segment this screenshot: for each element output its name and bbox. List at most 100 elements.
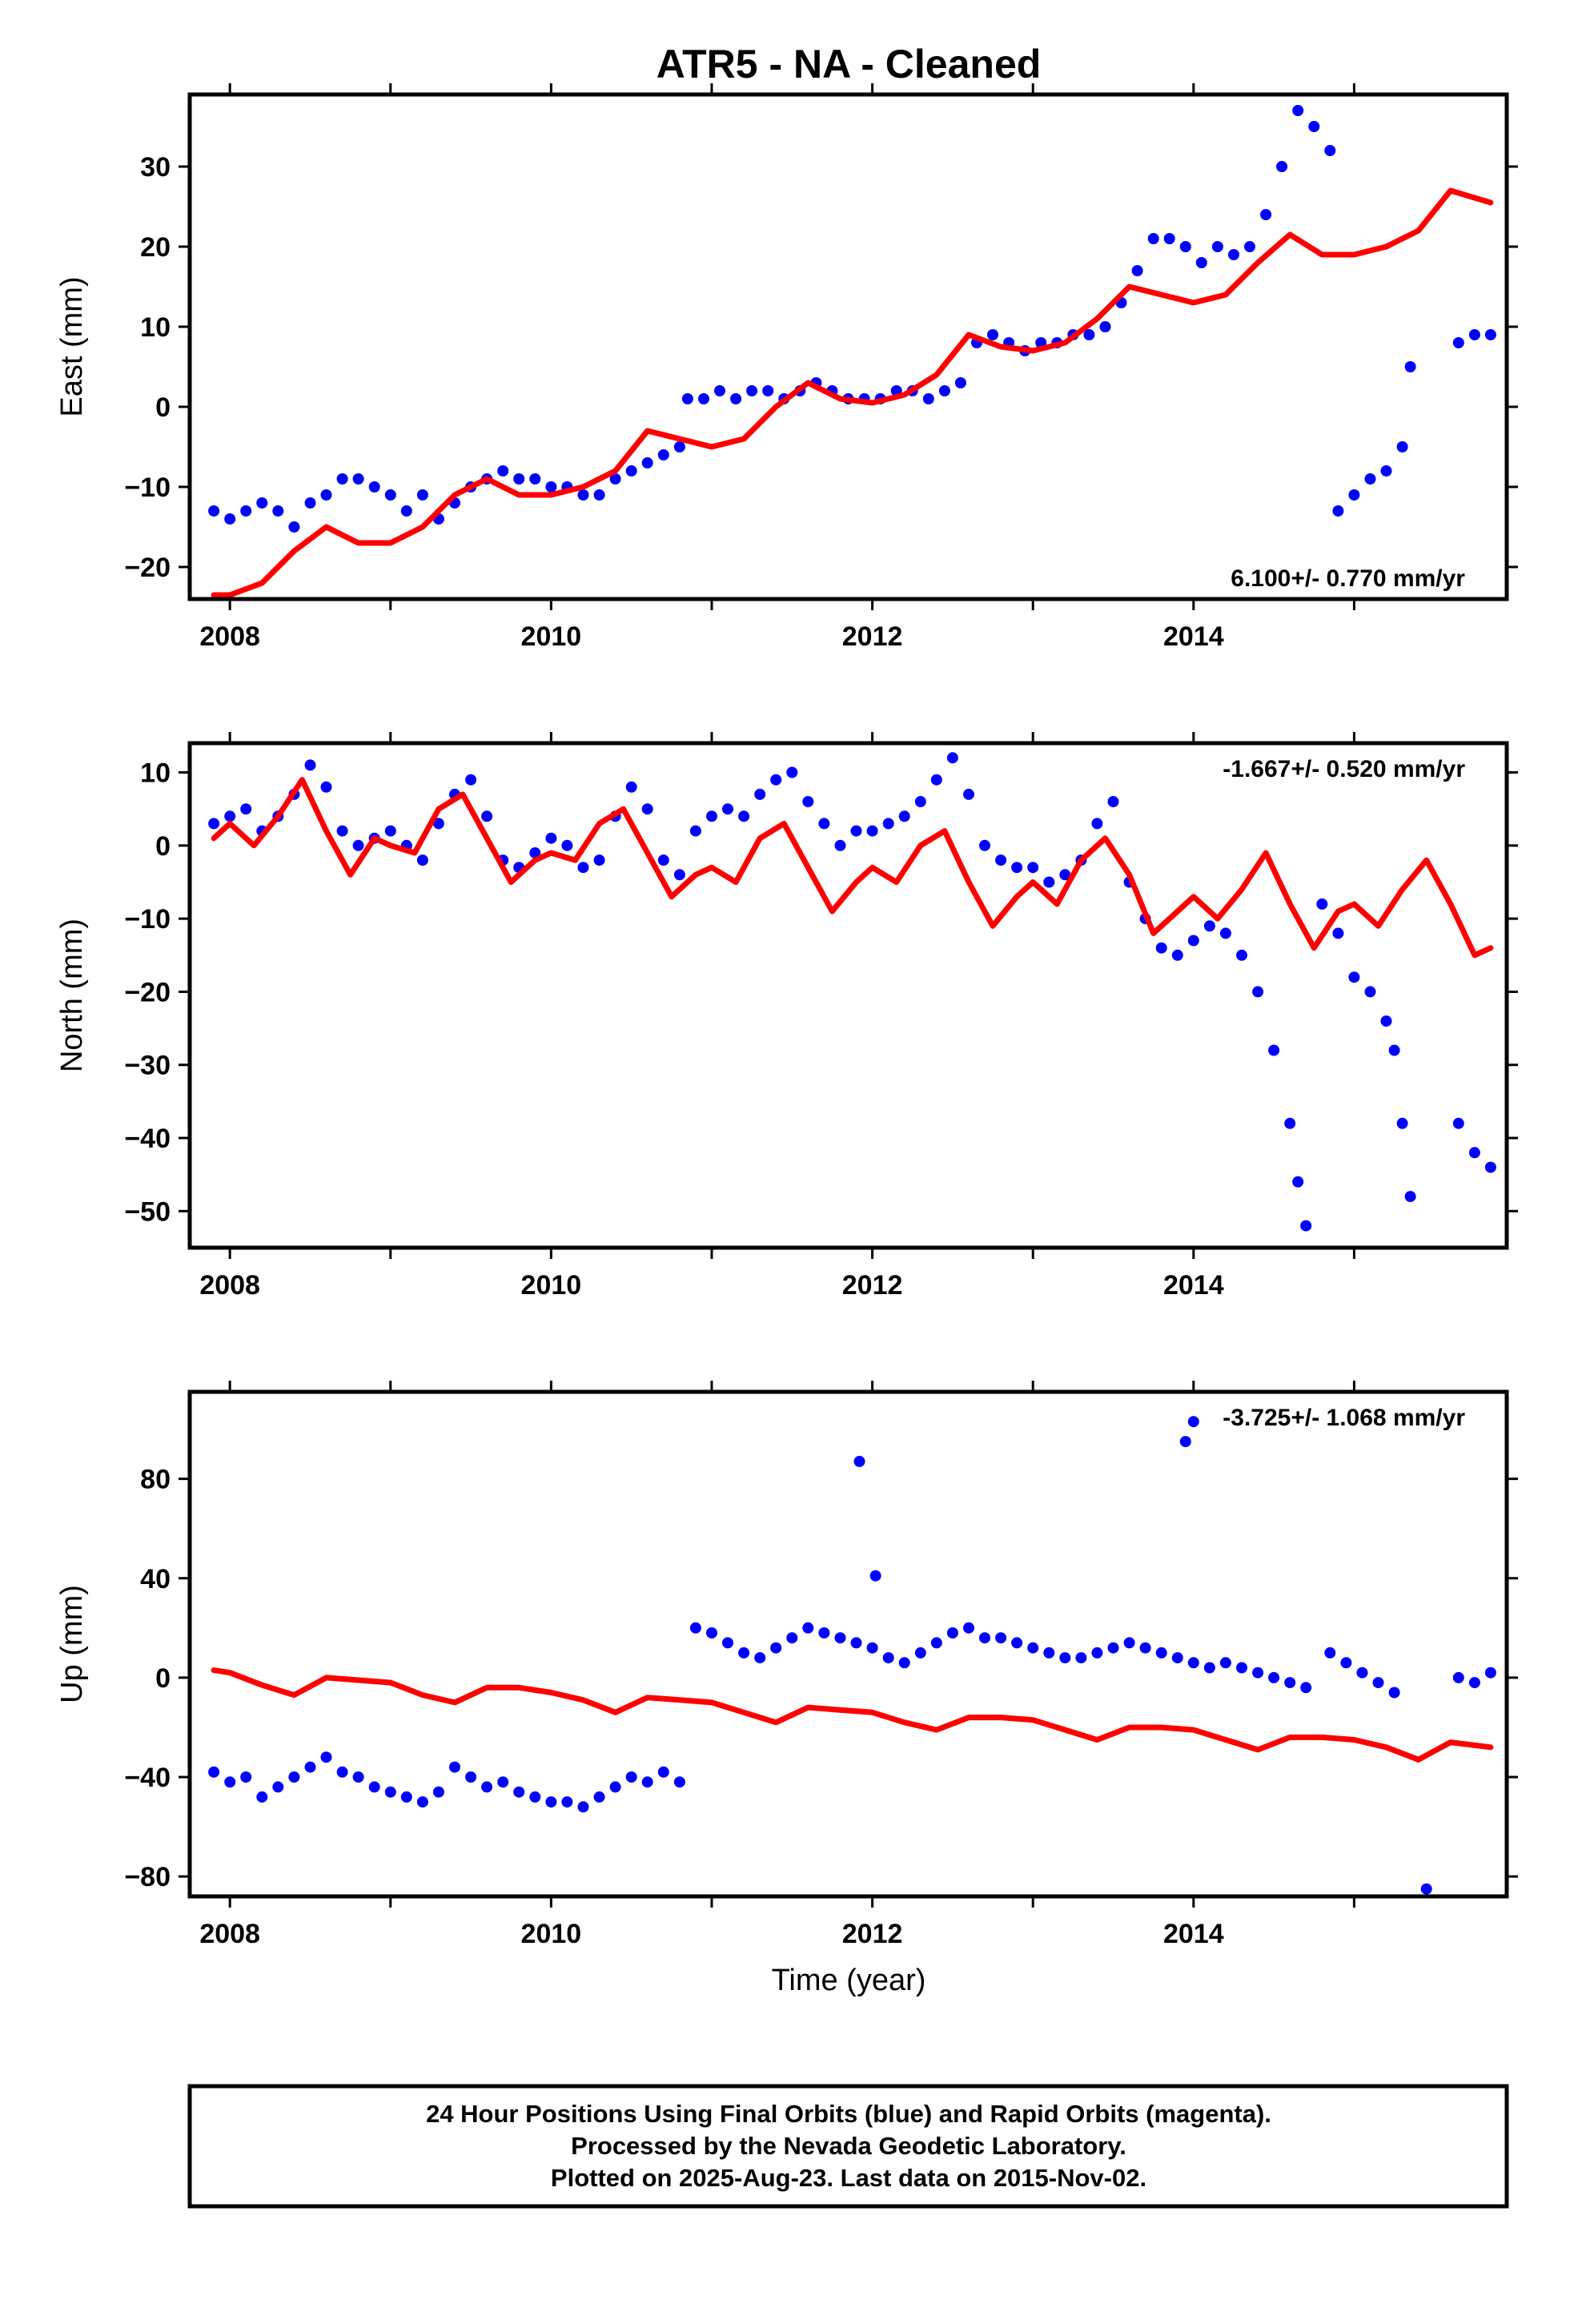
east-panel: 2008 2010 2012 2014 −20 −10 0 10 20 30 East (mm) 6.… [55, 83, 1518, 652]
north-data-point [995, 854, 1007, 866]
north-data-point [882, 818, 894, 830]
east-data-point [698, 393, 709, 404]
north-data-point [1091, 818, 1103, 830]
north-data-point [240, 803, 252, 815]
north-data-point [529, 847, 541, 858]
east-data-point [1244, 241, 1255, 252]
north-data-point [641, 803, 653, 815]
east-data-point [1179, 241, 1191, 252]
up-y-axis-label: Up (mm) [55, 1585, 89, 1703]
north-y-tick-label: −50 [124, 1196, 171, 1227]
chart-title: ATR5 - NA - Cleaned [656, 42, 1042, 86]
east-data-point [336, 473, 348, 485]
north-data-point [1252, 986, 1264, 998]
north-data-point [384, 825, 396, 837]
north-data-point [1292, 1176, 1304, 1188]
up-data-point [368, 1781, 380, 1793]
east-data-point [922, 393, 934, 404]
east-x-tick-label: 2008 [199, 621, 260, 652]
north-data-point [545, 832, 557, 844]
up-data-point [1155, 1647, 1167, 1659]
east-data-point [320, 489, 332, 501]
up-data-point [577, 1801, 589, 1813]
east-data-point [256, 497, 268, 509]
east-rate-label: 6.100+/- 0.770 mm/yr [1231, 565, 1465, 592]
north-data-point [1236, 949, 1247, 961]
up-data-point [1179, 1436, 1191, 1448]
east-data-point [304, 497, 316, 509]
east-data-point [1099, 321, 1111, 332]
north-y-axis-label: North (mm) [55, 919, 89, 1072]
east-data-point [657, 449, 669, 460]
east-data-point [609, 473, 621, 485]
up-y-tick-label: −80 [124, 1862, 171, 1892]
east-y-tick-label: −10 [124, 472, 171, 503]
up-data-point [497, 1776, 509, 1788]
north-y-tick-label: −10 [124, 904, 171, 935]
up-data-point [673, 1776, 685, 1788]
up-data-point [1468, 1677, 1480, 1689]
east-y-tick-label: 30 [140, 152, 171, 183]
up-data-point [802, 1622, 814, 1634]
east-data-point [1260, 209, 1272, 220]
panels: 2008 2010 2012 2014 −20 −10 0 10 20 30 East (mm) 6.… [55, 83, 1518, 1949]
up-data-point [914, 1647, 926, 1659]
east-y-tick-label: 20 [140, 232, 171, 263]
north-data-point [1452, 1117, 1464, 1129]
north-data-point [1364, 986, 1376, 998]
north-data-point [465, 774, 477, 786]
north-data-point [224, 810, 236, 822]
north-data-point [1348, 971, 1360, 983]
north-data-point [1203, 920, 1215, 932]
up-panel: 2008 2010 2012 2014 −80 −40 0 40 80 Up (mm) -3.725… [55, 1381, 1518, 1949]
up-data-point [272, 1781, 284, 1793]
east-data-point [272, 505, 284, 517]
east-data-point [513, 473, 525, 485]
north-data-point [593, 854, 605, 866]
up-data-point [320, 1751, 332, 1763]
up-data-point [336, 1766, 348, 1778]
up-data-point [722, 1637, 733, 1649]
up-data-point [979, 1632, 990, 1644]
up-data-point [866, 1642, 878, 1654]
up-data-point [898, 1657, 910, 1669]
up-data-point [882, 1652, 894, 1664]
up-data-point [352, 1771, 364, 1783]
up-data-point [1324, 1647, 1336, 1659]
up-data-point [1059, 1652, 1071, 1664]
up-data-point [224, 1776, 236, 1788]
north-data-point [1388, 1044, 1400, 1056]
up-data-point [465, 1771, 477, 1783]
footer-line-1: 24 Hour Positions Using Final Orbits (bl… [426, 2100, 1271, 2128]
north-y-tick-label: −30 [124, 1051, 171, 1081]
north-data-point [1284, 1117, 1296, 1129]
east-x-tick-label: 2010 [521, 621, 582, 652]
north-data-point [577, 862, 589, 874]
north-data-point [930, 774, 942, 786]
east-data-point [1468, 329, 1480, 340]
north-data-point [1043, 876, 1055, 888]
east-data-point [1484, 329, 1496, 340]
north-data-point [706, 810, 717, 822]
up-model-curve [211, 1667, 1494, 1763]
up-data-point [256, 1791, 268, 1803]
north-data-point [1396, 1117, 1408, 1129]
east-data-point [1348, 489, 1360, 501]
north-data-point [818, 818, 830, 830]
north-data-point [802, 796, 814, 807]
up-data-point [449, 1761, 460, 1773]
east-data-point [288, 521, 300, 533]
north-y-tick-label: 0 [155, 831, 171, 862]
up-data-point [1356, 1667, 1368, 1679]
up-data-point [995, 1632, 1007, 1644]
east-data-point [400, 505, 412, 517]
north-data-point [946, 752, 958, 764]
north-data-point [1219, 927, 1231, 939]
up-data-point [384, 1786, 396, 1798]
east-data-point [1380, 465, 1392, 476]
east-data-point [1211, 241, 1223, 252]
east-data-point [529, 473, 541, 485]
east-data-point [673, 441, 685, 452]
north-x-tick-label: 2014 [1163, 1270, 1224, 1301]
up-y-tick-label: 80 [140, 1465, 171, 1495]
